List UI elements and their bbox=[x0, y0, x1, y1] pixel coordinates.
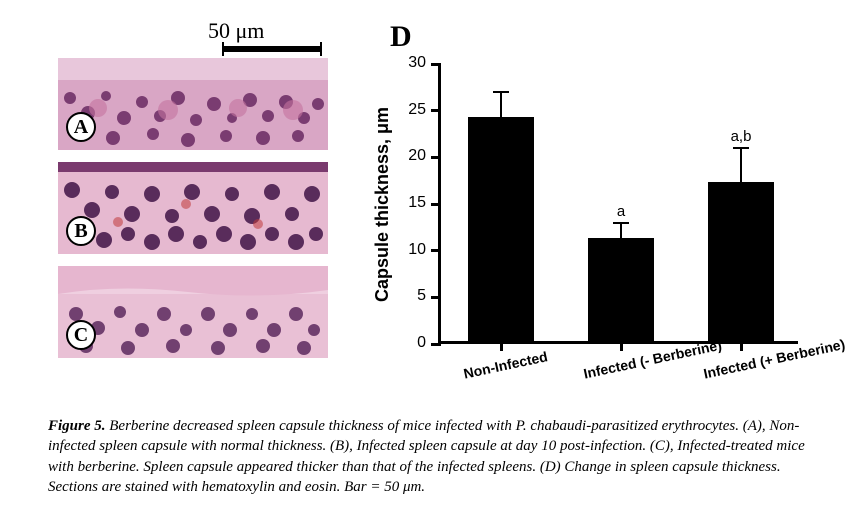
micrograph-b: B bbox=[58, 162, 328, 254]
micrograph-b-svg bbox=[58, 162, 328, 254]
chart-error-bar bbox=[500, 92, 502, 120]
chart-error-cap bbox=[493, 91, 509, 93]
chart-xtick bbox=[500, 341, 503, 351]
panel-b-letter: B bbox=[74, 220, 87, 243]
panel-c-badge: C bbox=[66, 320, 96, 350]
chart-ytick bbox=[431, 63, 441, 66]
scale-bar-label: 50 μm bbox=[208, 18, 264, 44]
chart-ytick-label: 0 bbox=[386, 334, 426, 352]
micrograph-a: A bbox=[58, 58, 328, 150]
panel-b-badge: B bbox=[66, 216, 96, 246]
chart-ytick bbox=[431, 343, 441, 346]
chart-xtick bbox=[620, 341, 623, 351]
chart-ytick bbox=[431, 203, 441, 206]
chart-ytick bbox=[431, 296, 441, 299]
chart-plot-area: 051015202530Non-InfectedaInfected (- Ber… bbox=[438, 64, 798, 344]
micrograph-c-svg bbox=[58, 266, 328, 358]
scale-bar-group: 50 μm bbox=[58, 18, 328, 54]
chart-ytick-label: 10 bbox=[386, 241, 426, 259]
panel-a-badge: A bbox=[66, 112, 96, 142]
chart-ytick bbox=[431, 156, 441, 159]
chart-xtick-label: Infected (+ Berberine) bbox=[702, 336, 847, 382]
chart-ytick-label: 5 bbox=[386, 287, 426, 305]
chart-ytick-label: 25 bbox=[386, 101, 426, 119]
chart-ytick-label: 15 bbox=[386, 194, 426, 212]
panel-c-letter: C bbox=[74, 324, 88, 347]
chart-xtick-label: Infected (- Berberine) bbox=[582, 337, 723, 382]
chart-error-bar bbox=[740, 148, 742, 185]
chart-error-bar bbox=[620, 223, 622, 242]
chart-bar bbox=[468, 117, 534, 341]
micrograph-c: C bbox=[58, 266, 328, 358]
micrograph-a-svg bbox=[58, 58, 328, 150]
chart-error-cap bbox=[613, 222, 629, 224]
figure-caption-text: Berberine decreased spleen capsule thick… bbox=[48, 418, 805, 495]
chart-xtick-label: Non-Infected bbox=[462, 348, 549, 381]
chart-xtick bbox=[740, 341, 743, 351]
scale-bar bbox=[222, 46, 322, 52]
chart-sig-label: a,b bbox=[711, 128, 771, 145]
figure-caption: Figure 5. Berberine decreased spleen cap… bbox=[48, 416, 818, 497]
figure-label: Figure 5. bbox=[48, 418, 106, 434]
panel-d-letter: D bbox=[390, 20, 412, 54]
panel-a-letter: A bbox=[74, 116, 88, 139]
chart-bar bbox=[708, 182, 774, 341]
chart-error-cap bbox=[733, 147, 749, 149]
chart-ytick bbox=[431, 109, 441, 112]
chart-sig-label: a bbox=[591, 203, 651, 220]
chart-bar bbox=[588, 238, 654, 341]
chart-ytick-label: 30 bbox=[386, 54, 426, 72]
figure-root: 50 μm bbox=[0, 0, 860, 515]
micrograph-column: A bbox=[58, 58, 328, 370]
chart-ytick-label: 20 bbox=[386, 147, 426, 165]
chart-ytick bbox=[431, 249, 441, 252]
chart-panel-d: D Capsule thickness, μm 051015202530Non-… bbox=[360, 20, 830, 400]
